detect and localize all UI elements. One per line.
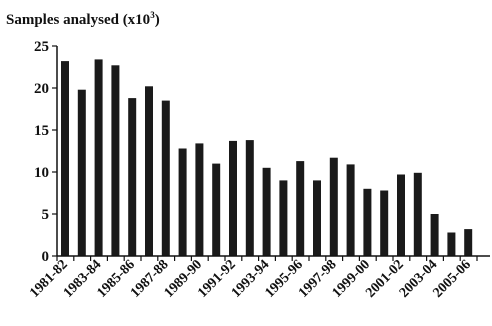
y-tick-label: 20: [34, 81, 49, 97]
x-axis: 1981-821983-841985-861987-881989-901991-…: [27, 255, 490, 301]
bar-1995-96: [296, 161, 305, 256]
x-tick-label: 2005-06: [430, 257, 474, 301]
y-tick-label: 5: [42, 207, 50, 223]
y-axis: 0 5 10 15 20 25: [34, 39, 58, 265]
bar-1998-99: [346, 164, 355, 256]
bar-1993-94: [262, 167, 271, 256]
bar-1988-89: [178, 148, 187, 256]
bar-1992-93: [245, 140, 254, 256]
bar-1994-95: [279, 180, 288, 256]
y-tick-label: 15: [34, 123, 49, 139]
bar-1985-86: [128, 98, 137, 256]
bar-1981-82: [61, 61, 69, 256]
chart-title-suffix: ): [155, 12, 160, 28]
bar-2001-02: [397, 174, 405, 256]
bar-2000-01: [380, 190, 389, 256]
bar-1999-00: [363, 188, 372, 256]
chart-title-main: Samples analysed (x10: [6, 12, 150, 28]
y-tick-label: 10: [34, 165, 49, 181]
bar-2003-04: [430, 214, 439, 256]
y-tick-label: 0: [42, 249, 50, 265]
bar-1989-90: [195, 143, 204, 256]
bar-1982-83: [77, 89, 86, 256]
bar-2005-06: [464, 229, 473, 256]
bar-1986-87: [145, 86, 153, 256]
bar-1997-98: [329, 157, 338, 256]
bar-1987-88: [161, 100, 170, 256]
y-tick-label: 25: [34, 39, 49, 55]
bar-1991-92: [229, 140, 237, 256]
chart-title: Samples analysed (x103): [6, 10, 160, 28]
bar-2004-05: [447, 232, 456, 256]
bars-group: [61, 59, 473, 257]
bar-1990-91: [212, 163, 221, 256]
bar-2002-03: [413, 172, 422, 256]
bar-1984-85: [111, 65, 120, 256]
bar-1996-97: [313, 180, 321, 256]
chart-title-superscript: 3: [150, 10, 155, 20]
bar-1983-84: [94, 59, 103, 257]
